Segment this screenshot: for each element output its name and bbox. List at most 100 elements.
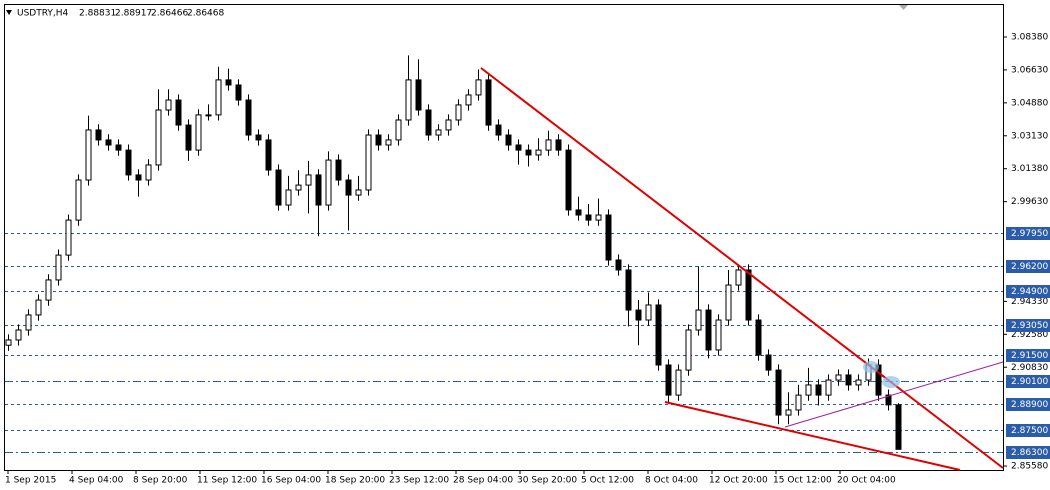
candle-body	[815, 384, 822, 396]
candle-body	[405, 79, 412, 121]
x-tick-label: 8 Sep 20:00	[133, 476, 188, 486]
symbol: USDTRY,H4	[17, 9, 69, 19]
level-box	[1006, 398, 1050, 411]
y-tick-label: 2.92580	[1011, 330, 1048, 340]
level-label: 2.97950	[1011, 229, 1048, 239]
level-box	[1006, 319, 1050, 332]
candle-body	[285, 189, 292, 206]
candle-body	[585, 214, 592, 221]
candle-body	[575, 209, 582, 216]
menu-arrow[interactable]	[6, 10, 12, 15]
plot-frame	[4, 4, 1004, 471]
y-tick-label: 2.94330	[1011, 297, 1048, 307]
y-tick-label: 2.99630	[1011, 197, 1048, 207]
x-tick-label: 5 Oct 12:00	[581, 476, 634, 486]
candle-body	[695, 309, 702, 331]
candle-body	[365, 134, 372, 191]
candle-body	[115, 144, 122, 151]
candle-body	[745, 269, 752, 321]
candle-body	[525, 149, 532, 156]
candle-body	[75, 179, 82, 221]
candle-body	[295, 184, 302, 191]
x-tick-label: 16 Sep 04:00	[261, 476, 321, 486]
candle-body	[385, 139, 392, 146]
x-tick-label: 15 Oct 12:00	[773, 476, 832, 486]
candle-body	[245, 99, 252, 136]
candle-body	[305, 174, 312, 186]
candle-body	[15, 329, 22, 341]
trend-line	[784, 361, 1004, 428]
candle-body	[515, 144, 522, 151]
candle-body	[885, 394, 892, 406]
y-tick-label: 3.08380	[1011, 32, 1048, 42]
level-box	[1006, 446, 1050, 459]
candle-body	[685, 329, 692, 371]
candle-body	[425, 109, 432, 136]
candle-body	[595, 214, 602, 221]
candle-body	[535, 149, 542, 156]
level-label: 2.87500	[1011, 426, 1048, 436]
level-label: 2.86300	[1011, 448, 1048, 458]
highlight	[863, 361, 879, 373]
candle-body	[765, 354, 772, 371]
x-tick-label: 18 Sep 20:00	[325, 476, 385, 486]
candle-body	[565, 149, 572, 211]
candle-body	[555, 139, 562, 151]
level-label: 2.91500	[1011, 351, 1048, 361]
candle-body	[175, 99, 182, 126]
candle-body	[225, 79, 232, 86]
level-label: 2.96200	[1011, 262, 1048, 272]
candle-body	[195, 114, 202, 151]
header-high: 2.88917	[115, 9, 152, 19]
candle-body	[655, 304, 662, 366]
candle-body	[735, 269, 742, 286]
candle-body	[5, 339, 12, 346]
candle-body	[665, 364, 672, 396]
candle-body	[355, 189, 362, 196]
candle-body	[795, 394, 802, 411]
x-tick-label: 11 Sep 12:00	[197, 476, 257, 486]
candle-body	[315, 174, 322, 206]
level-box	[1006, 349, 1050, 362]
level-box	[1006, 424, 1050, 437]
candle-body	[415, 79, 422, 111]
x-tick-label: 4 Sep 04:00	[69, 476, 124, 486]
candle-body	[775, 369, 782, 416]
candle-body	[215, 79, 222, 116]
candle-body	[345, 179, 352, 196]
candle-body	[835, 374, 842, 381]
y-tick-label: 3.04880	[1011, 98, 1048, 108]
candle-body	[45, 279, 52, 301]
level-box	[1006, 285, 1050, 298]
candle-body	[855, 379, 862, 386]
candle-body	[235, 84, 242, 101]
candle-body	[55, 254, 62, 281]
trend-line	[664, 401, 961, 471]
candle-body	[185, 124, 192, 151]
highlight	[882, 376, 900, 388]
candle-body	[205, 114, 212, 117]
candle-body	[275, 169, 282, 206]
level-label: 2.90100	[1011, 377, 1048, 387]
candle-body	[155, 109, 162, 166]
candle-body	[495, 124, 502, 136]
candle-body	[35, 299, 42, 316]
candle-body	[715, 319, 722, 351]
candle-body	[135, 174, 142, 181]
candle-body	[265, 139, 272, 171]
candle-body	[545, 139, 552, 151]
candle-body	[675, 369, 682, 396]
level-box	[1006, 227, 1050, 240]
y-tick-label: 2.85580	[1011, 462, 1048, 472]
candle-body	[605, 214, 612, 261]
candle-body	[105, 139, 112, 146]
header-open: 2.88831	[79, 9, 116, 19]
candle-body	[445, 119, 452, 131]
candle-body	[375, 134, 382, 146]
candle-body	[325, 159, 332, 206]
candle-body	[485, 79, 492, 126]
candle-body	[335, 159, 342, 181]
x-tick-label: 28 Sep 04:00	[453, 476, 513, 486]
